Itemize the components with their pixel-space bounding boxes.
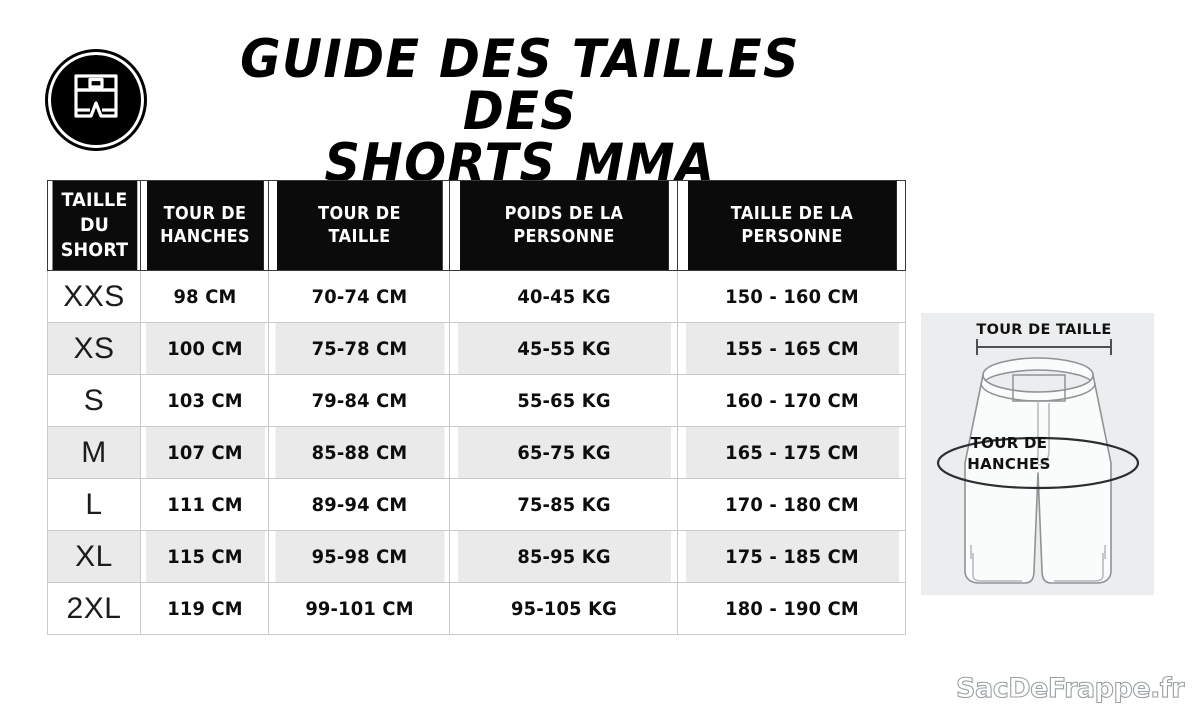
column-header-waist: TOUR DE TAILLE bbox=[275, 180, 443, 271]
cell-weight: 40-45 KG bbox=[455, 270, 672, 323]
page-header: GUIDE DES TAILLES DES SHORTS MMA bbox=[0, 0, 1200, 190]
cell-height: 170 - 180 CM bbox=[683, 478, 900, 531]
cell-weight: 65-75 KG bbox=[455, 426, 672, 479]
column-header-size-line-3: SHORT bbox=[60, 238, 128, 261]
page-title-line-1: GUIDE DES TAILLES DES bbox=[240, 29, 800, 142]
column-header-hips: TOUR DE HANCHES bbox=[145, 180, 264, 271]
cell-waist: 99-101 CM bbox=[273, 582, 445, 635]
column-header-height-line-1: TAILLE DE LA bbox=[730, 203, 853, 224]
table-row: XXS 98 CM 70-74 CM 40-45 KG 150 - 160 CM bbox=[47, 270, 906, 323]
size-chart-table: TAILLE DU SHORT TOUR DE HANCHES TOUR DE … bbox=[47, 180, 906, 635]
column-header-hips-line-1: TOUR DE bbox=[163, 203, 246, 224]
cell-hips: 100 CM bbox=[143, 322, 266, 375]
cell-height: 160 - 170 CM bbox=[683, 374, 900, 427]
watermark-text: SacDeFrappe.fr bbox=[956, 673, 1185, 704]
cell-weight: 75-85 KG bbox=[455, 478, 672, 531]
cell-height: 150 - 160 CM bbox=[683, 270, 900, 323]
cell-weight: 95-105 KG bbox=[455, 582, 672, 635]
column-header-size-line-2: DU bbox=[79, 214, 109, 237]
page-title: GUIDE DES TAILLES DES SHORTS MMA bbox=[195, 29, 846, 190]
column-header-size-line-1: TAILLE bbox=[61, 189, 127, 212]
cell-size: XL bbox=[47, 530, 141, 583]
table-header-row: TAILLE DU SHORT TOUR DE HANCHES TOUR DE … bbox=[48, 180, 906, 271]
cell-size: S bbox=[47, 374, 141, 427]
table-row: M 107 CM 85-88 CM 65-75 KG 165 - 175 CM bbox=[47, 426, 906, 479]
table-header: TAILLE DU SHORT TOUR DE HANCHES TOUR DE … bbox=[48, 180, 906, 271]
cell-waist: 85-88 CM bbox=[273, 426, 445, 479]
column-header-weight-line-2: PERSONNE bbox=[512, 226, 615, 247]
cell-waist: 95-98 CM bbox=[273, 530, 445, 583]
cell-height: 175 - 185 CM bbox=[683, 530, 900, 583]
cell-hips: 103 CM bbox=[143, 374, 266, 427]
waist-label-text: TOUR DE TAILLE bbox=[976, 322, 1111, 338]
column-header-height: TAILLE DE LA PERSONNE bbox=[686, 180, 897, 271]
column-header-hips-line-2: HANCHES bbox=[159, 226, 250, 247]
table-row: L 111 CM 89-94 CM 75-85 KG 170 - 180 CM bbox=[47, 478, 906, 531]
shorts-circle-logo-icon bbox=[48, 52, 144, 148]
cell-size: 2XL bbox=[47, 582, 141, 635]
hips-label-line-2: HANCHES bbox=[967, 455, 1050, 473]
table-row: 2XL 119 CM 99-101 CM 95-105 KG 180 - 190… bbox=[47, 582, 906, 635]
cell-height: 180 - 190 CM bbox=[683, 582, 900, 635]
cell-hips: 115 CM bbox=[143, 530, 266, 583]
cell-size: XS bbox=[47, 322, 141, 375]
cell-weight: 85-95 KG bbox=[455, 530, 672, 583]
cell-hips: 119 CM bbox=[143, 582, 266, 635]
column-header-size: TAILLE DU SHORT bbox=[50, 180, 138, 271]
cell-weight: 45-55 KG bbox=[455, 322, 672, 375]
column-header-height-line-2: PERSONNE bbox=[740, 226, 843, 247]
hips-ellipse bbox=[936, 436, 1140, 490]
column-header-waist-line-1: TOUR DE bbox=[317, 203, 401, 224]
cell-height: 155 - 165 CM bbox=[683, 322, 900, 375]
column-header-weight: POIDS DE LA PERSONNE bbox=[458, 180, 669, 271]
cell-size: M bbox=[47, 426, 141, 479]
cell-weight: 55-65 KG bbox=[455, 374, 672, 427]
shorts-measurement-diagram: TOUR DE TAILLE TOUR DE HANCHES bbox=[921, 313, 1154, 595]
hips-label-line-1: TOUR DE bbox=[971, 434, 1048, 452]
cell-size: L bbox=[47, 478, 141, 531]
cell-waist: 75-78 CM bbox=[273, 322, 445, 375]
table-row: S 103 CM 79-84 CM 55-65 KG 160 - 170 CM bbox=[47, 374, 906, 427]
column-header-weight-line-1: POIDS DE LA bbox=[504, 203, 623, 224]
table-body: XXS 98 CM 70-74 CM 40-45 KG 150 - 160 CM… bbox=[47, 270, 906, 635]
watermark-logo: SacDeFrappe.fr bbox=[955, 668, 1185, 708]
cell-waist: 89-94 CM bbox=[273, 478, 445, 531]
cell-hips: 111 CM bbox=[143, 478, 266, 531]
cell-hips: 98 CM bbox=[143, 270, 266, 323]
cell-waist: 79-84 CM bbox=[273, 374, 445, 427]
cell-size: XXS bbox=[47, 270, 141, 323]
table-row: XL 115 CM 95-98 CM 85-95 KG 175 - 185 CM bbox=[47, 530, 906, 583]
cell-height: 165 - 175 CM bbox=[683, 426, 900, 479]
table-row: XS 100 CM 75-78 CM 45-55 KG 155 - 165 CM bbox=[47, 322, 906, 375]
column-header-waist-line-2: TAILLE bbox=[328, 226, 390, 247]
cell-waist: 70-74 CM bbox=[273, 270, 445, 323]
waist-dimension-line bbox=[976, 339, 1112, 355]
cell-hips: 107 CM bbox=[143, 426, 266, 479]
